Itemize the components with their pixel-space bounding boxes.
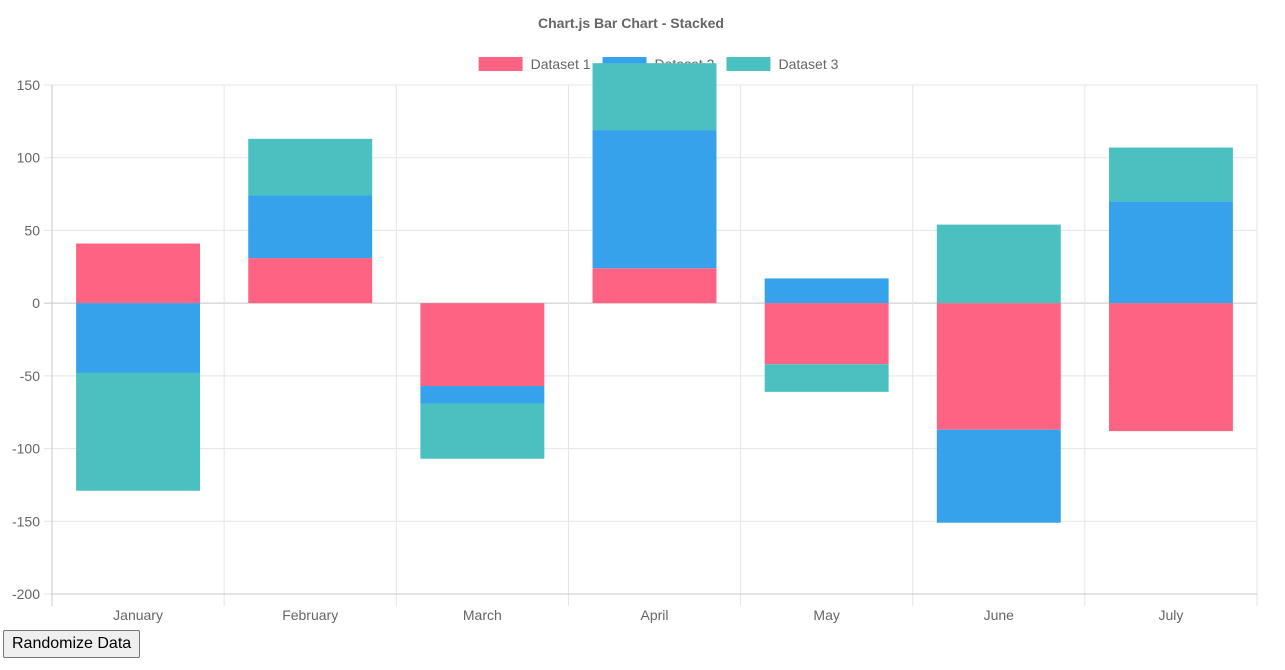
bar-dataset-1-june <box>936 303 1061 430</box>
legend-swatch-dataset-1[interactable] <box>478 57 523 71</box>
y-tick-label: 100 <box>17 150 41 166</box>
bar-dataset-3-april <box>592 63 717 131</box>
bar-dataset-3-june <box>936 224 1061 304</box>
x-tick-label: July <box>1158 607 1183 623</box>
legend-label-dataset-1[interactable]: Dataset 1 <box>531 56 591 72</box>
bar-dataset-2-january <box>76 303 201 373</box>
bar-dataset-1-february <box>248 258 373 304</box>
y-tick-label: 150 <box>17 77 41 93</box>
x-tick-label: January <box>113 607 163 623</box>
bar-dataset-1-april <box>592 268 717 304</box>
y-tick-label: -50 <box>20 368 40 384</box>
legend-swatch-dataset-3[interactable] <box>726 57 771 71</box>
y-tick-label: -150 <box>12 513 40 529</box>
y-tick-label: -200 <box>12 586 40 602</box>
bar-dataset-2-april <box>592 130 717 269</box>
bar-dataset-2-may <box>764 278 889 304</box>
bars <box>76 63 1233 523</box>
bar-dataset-3-january <box>76 372 201 491</box>
chart-title: Chart.js Bar Chart - Stacked <box>538 15 724 31</box>
bar-dataset-2-february <box>248 195 373 259</box>
axes: 150 100 50 0 -50 -100 -150 -200 January February M… <box>12 77 1257 623</box>
x-tick-label: June <box>984 607 1015 623</box>
bar-dataset-3-may <box>764 364 889 392</box>
x-tick-label: March <box>463 607 502 623</box>
bar-dataset-2-march <box>420 386 545 404</box>
bar-dataset-3-february <box>248 138 373 196</box>
randomize-data-button[interactable]: Randomize Data <box>3 630 141 658</box>
x-tick-label: April <box>640 607 668 623</box>
y-tick-label: 50 <box>24 222 40 238</box>
bar-dataset-3-march <box>420 403 545 459</box>
bar-dataset-2-june <box>936 429 1061 523</box>
bar-dataset-2-july <box>1108 201 1233 304</box>
bar-dataset-3-july <box>1108 147 1233 202</box>
bar-dataset-1-may <box>764 303 889 365</box>
x-tick-label: May <box>813 607 839 623</box>
y-tick-label: 0 <box>32 295 40 311</box>
legend-label-dataset-3[interactable]: Dataset 3 <box>778 56 838 72</box>
stacked-bar-chart: Chart.js Bar Chart - Stacked Dataset 1 Da… <box>12 15 1258 623</box>
bar-dataset-1-january <box>76 243 201 304</box>
x-tick-label: February <box>282 607 338 623</box>
bar-dataset-1-march <box>420 303 545 387</box>
y-tick-label: -100 <box>12 441 40 457</box>
bar-dataset-1-july <box>1108 303 1233 432</box>
